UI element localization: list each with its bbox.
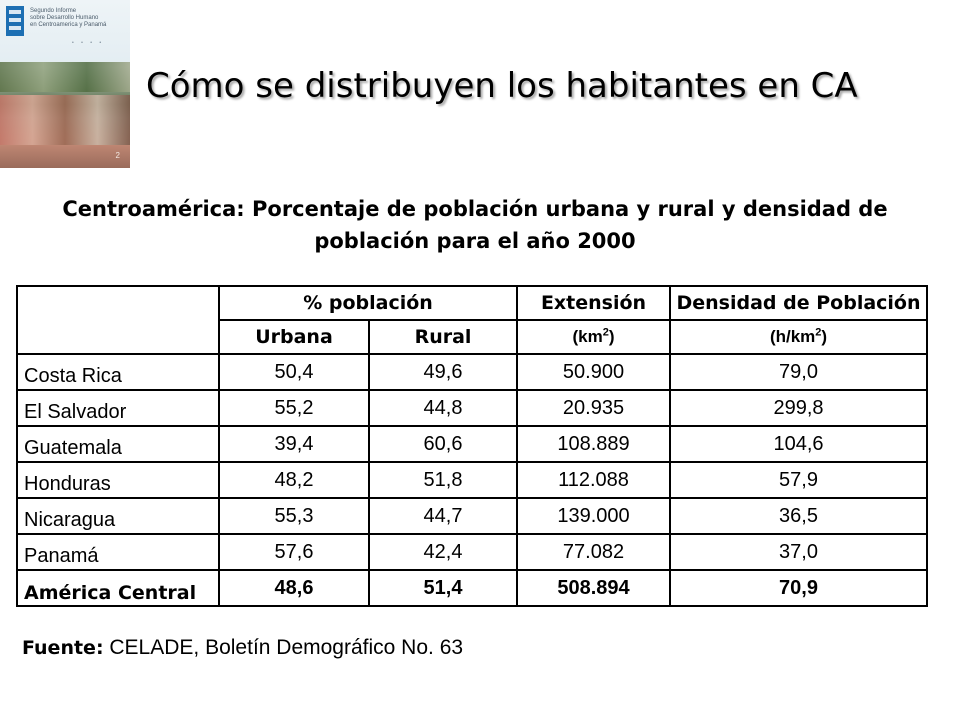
extension-cell: 20.935 bbox=[516, 389, 672, 427]
urban-cell: 48,2 bbox=[218, 461, 370, 499]
table-row: El Salvador 55,2 44,8 20.935 299,8 bbox=[16, 389, 929, 427]
table-subheader-row: Urbana Rural (km2) (h/km2) bbox=[17, 319, 929, 355]
density-cell: 57,9 bbox=[669, 461, 929, 499]
cover-title: Segundo Informe sobre Desarrollo Humano … bbox=[30, 8, 126, 29]
country-cell: Honduras bbox=[16, 461, 220, 499]
extension-cell: 508.894 bbox=[516, 569, 672, 607]
table-title-line: población para el año 2000 bbox=[314, 229, 636, 253]
table-row: Honduras 48,2 51,8 112.088 57,9 bbox=[16, 461, 929, 499]
undp-logo-icon bbox=[6, 6, 24, 36]
extension-cell: 77.082 bbox=[516, 533, 672, 571]
source-note: Fuente: CELADE, Boletín Demográfico No. … bbox=[22, 636, 463, 660]
density-cell: 37,0 bbox=[669, 533, 929, 571]
table-title: Centroamérica: Porcentaje de población u… bbox=[20, 193, 930, 257]
header-urban: Urbana bbox=[218, 319, 370, 355]
rural-cell: 44,7 bbox=[367, 497, 519, 535]
rural-cell: 60,6 bbox=[367, 425, 519, 463]
urban-cell: 39,4 bbox=[218, 425, 370, 463]
header-extension-unit: (km2) bbox=[516, 319, 672, 355]
table-row: Costa Rica 50,4 49,6 50.900 79,0 bbox=[16, 353, 929, 391]
header-extension: Extensión bbox=[516, 285, 672, 321]
density-cell: 70,9 bbox=[669, 569, 929, 607]
unit-exponent: 2 bbox=[602, 326, 609, 339]
density-cell: 104,6 bbox=[669, 425, 929, 463]
unit-close: ) bbox=[608, 327, 615, 346]
country-cell: América Central bbox=[16, 569, 220, 607]
slide-title: Cómo se distribuyen los habitantes en CA bbox=[146, 66, 858, 106]
table-total-row: América Central 48,6 51,4 508.894 70,9 bbox=[16, 569, 929, 607]
country-cell: Guatemala bbox=[16, 425, 220, 463]
cover-page-number: 2 bbox=[115, 151, 120, 160]
unit-close: ) bbox=[821, 327, 828, 346]
extension-cell: 112.088 bbox=[516, 461, 672, 499]
urban-cell: 57,6 bbox=[218, 533, 370, 571]
urban-cell: 55,3 bbox=[218, 497, 370, 535]
cover-line: Segundo Informe bbox=[30, 8, 77, 14]
country-cell: Costa Rica bbox=[16, 353, 220, 391]
cover-photo-band bbox=[0, 95, 130, 145]
unit-base: (km bbox=[572, 327, 603, 346]
header-rural: Rural bbox=[367, 319, 519, 355]
urban-cell: 48,6 bbox=[218, 569, 370, 607]
table-row: Guatemala 39,4 60,6 108.889 104,6 bbox=[16, 425, 929, 463]
density-cell: 299,8 bbox=[669, 389, 929, 427]
unit-exponent: 2 bbox=[815, 326, 822, 339]
header-density-unit: (h/km2) bbox=[669, 319, 929, 355]
density-cell: 36,5 bbox=[669, 497, 929, 535]
report-cover-thumbnail: Segundo Informe sobre Desarrollo Humano … bbox=[0, 0, 130, 168]
table-row: Nicaragua 55,3 44,7 139.000 36,5 bbox=[16, 497, 929, 535]
extension-cell: 108.889 bbox=[516, 425, 672, 463]
urban-cell: 55,2 bbox=[218, 389, 370, 427]
source-text: CELADE, Boletín Demográfico No. 63 bbox=[103, 636, 464, 659]
population-table: % población Extensión Densidad de Poblac… bbox=[16, 285, 929, 607]
extension-cell: 50.900 bbox=[516, 353, 672, 391]
country-cell: El Salvador bbox=[16, 389, 220, 427]
table-title-line: Centroamérica: Porcentaje de población u… bbox=[62, 197, 888, 221]
unit-base: (h/km bbox=[769, 327, 816, 346]
cover-dots: • • • • bbox=[72, 40, 105, 46]
cover-line: sobre Desarrollo Humano bbox=[30, 15, 99, 21]
source-label: Fuente: bbox=[22, 637, 104, 659]
table-row: Panamá 57,6 42,4 77.082 37,0 bbox=[16, 533, 929, 571]
country-cell: Nicaragua bbox=[16, 497, 220, 535]
cover-line: en Centroamerica y Panamá bbox=[30, 22, 107, 28]
header-empty-cell bbox=[16, 285, 220, 355]
rural-cell: 42,4 bbox=[367, 533, 519, 571]
rural-cell: 49,6 bbox=[367, 353, 519, 391]
header-population-percent: % población bbox=[217, 285, 519, 321]
table-header-row: % población Extensión Densidad de Poblac… bbox=[16, 285, 929, 355]
cover-landscape-band bbox=[0, 62, 130, 92]
header-density: Densidad de Población bbox=[669, 285, 929, 321]
rural-cell: 51,4 bbox=[367, 569, 519, 607]
urban-cell: 50,4 bbox=[218, 353, 370, 391]
country-cell: Panamá bbox=[16, 533, 220, 571]
rural-cell: 44,8 bbox=[367, 389, 519, 427]
extension-cell: 139.000 bbox=[516, 497, 672, 535]
rural-cell: 51,8 bbox=[367, 461, 519, 499]
density-cell: 79,0 bbox=[669, 353, 929, 391]
